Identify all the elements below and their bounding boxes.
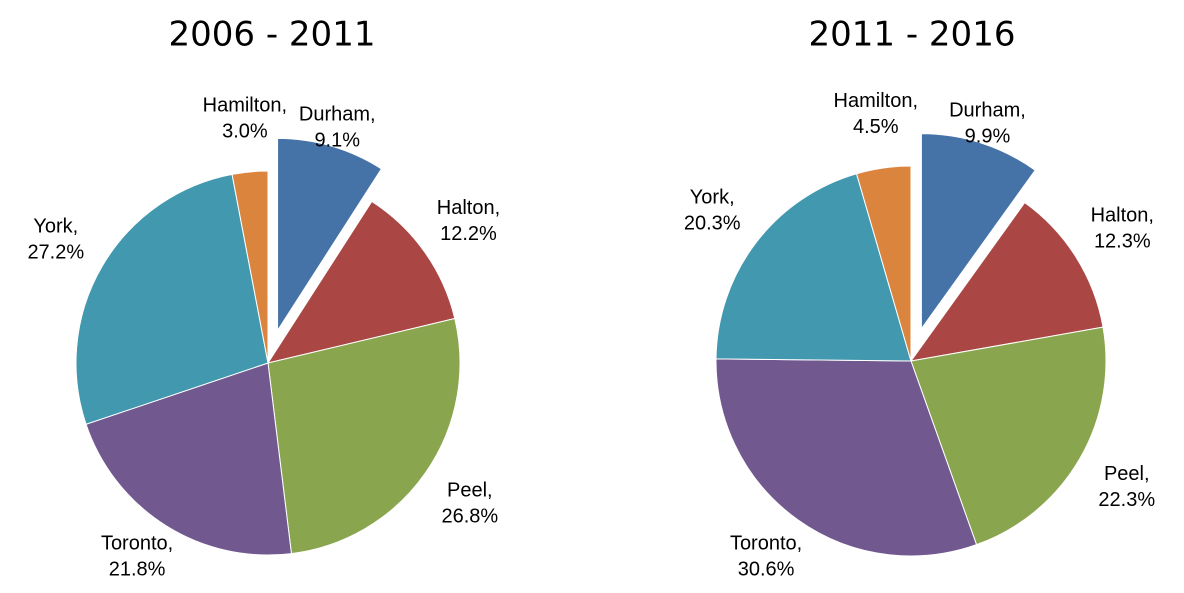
pie-slice [231,170,269,364]
pie-slice [267,317,461,555]
slice-value-label: 9.1% [314,129,360,151]
chart-title: 2006 - 2011 [169,15,376,55]
pie-slice [910,326,1107,546]
slice-category-label: Toronto, [730,532,802,554]
slice-category-label: York, [690,186,735,208]
slice-category-label: Peel, [1104,463,1150,485]
pie-slice [266,200,456,364]
slice-category-label: Durham, [949,100,1026,122]
pie-slice [855,165,912,362]
slice-value-label: 22.3% [1098,489,1155,511]
slice-category-label: Hamilton, [834,90,918,112]
pie-slice [715,173,912,362]
slice-category-label: Durham, [299,103,376,125]
slice-category-label: Peel, [447,480,493,502]
slice-category-label: York, [33,215,78,237]
slice-value-label: 9.9% [965,126,1011,148]
slice-value-label: 30.6% [738,558,795,580]
slice-value-label: 27.2% [27,241,84,263]
chart-title: 2011 - 2016 [809,15,1016,55]
pie-slice [75,173,269,425]
slice-category-label: Halton, [1091,204,1154,226]
slice-value-label: 3.0% [222,121,268,143]
slice-value-label: 26.8% [441,506,498,528]
slice-value-label: 21.8% [109,558,166,580]
slice-value-label: 4.5% [853,116,899,138]
slice-category-label: Hamilton, [203,95,287,117]
pie-slice [85,362,292,556]
slice-category-label: Halton, [437,197,500,219]
slice-value-label: 12.3% [1094,230,1151,252]
slice-value-label: 20.3% [684,212,741,234]
pie-slice [277,137,383,333]
slice-category-label: Toronto, [101,532,173,554]
pie-slice [920,133,1036,331]
slice-value-label: 12.2% [440,223,497,245]
pie-slice [715,358,978,557]
pie-slice [909,201,1104,362]
